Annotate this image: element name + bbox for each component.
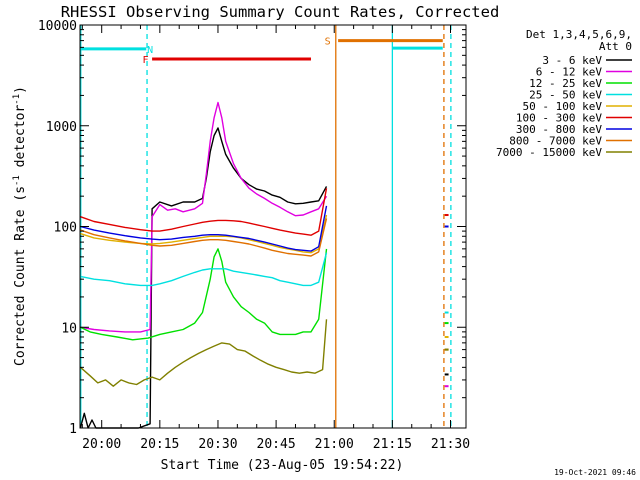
- y-tick-label-3: 1000: [46, 120, 77, 135]
- x-tick-label-5: 21:15: [373, 437, 412, 452]
- series-line-2: [80, 248, 328, 341]
- series-line-5: [80, 188, 328, 236]
- legend-label-2: 12 - 25 keV: [529, 77, 602, 90]
- y-axis-label-mid: detector: [13, 105, 28, 176]
- mode-vertical-lines: [80, 25, 452, 428]
- series-line-7: [80, 218, 328, 257]
- series-lines: [79, 101, 449, 429]
- legend-label-3: 25 - 50 keV: [529, 89, 602, 102]
- flag-label-n: N: [147, 45, 153, 56]
- y-axis-label-end: ): [13, 86, 28, 94]
- y-tick-label-2: 100: [54, 221, 77, 236]
- y-axis-label-sup2: -1: [12, 94, 22, 105]
- axes: 20:00 20:15 20:30 20:45 21:00 21:15 21:30 1 10 10…: [38, 19, 470, 452]
- y-axis-label-main: Corrected Count Rate (s: [13, 186, 28, 366]
- legend-label-7: 800 - 7000 keV: [509, 135, 602, 148]
- legend-label-6: 300 - 800 keV: [516, 123, 602, 136]
- flag-bars: NF S: [80, 37, 443, 66]
- legend-label-8: 7000 - 15000 keV: [496, 146, 602, 159]
- legend-header-1: Det 1,3,4,5,6,9,: [526, 28, 632, 41]
- y-axis-label: Corrected Count Rate (s-1 detector-1): [12, 86, 28, 366]
- y-axis-label-sup: -1: [12, 175, 22, 186]
- legend-label-0: 3 - 6 keV: [542, 54, 602, 67]
- y-tick-label-1: 10: [61, 321, 77, 336]
- y-tick-label-0: 1: [69, 422, 77, 437]
- series-line-6: [80, 205, 328, 252]
- legend-label-4: 50 - 100 keV: [523, 100, 603, 113]
- legend-label-1: 6 - 12 keV: [536, 66, 603, 79]
- x-tick-label-6: 21:30: [431, 437, 470, 452]
- x-tick-label-3: 20:45: [257, 437, 296, 452]
- series-line-1: [80, 101, 328, 333]
- flag-label-s: S: [325, 37, 331, 48]
- x-tick-label-2: 20:30: [198, 437, 237, 452]
- x-axis-label: Start Time (23-Aug-05 19:54:22): [161, 458, 404, 473]
- legend-header-2: Att 0: [599, 40, 632, 53]
- timestamp: 19-Oct-2021 09:46: [554, 468, 636, 477]
- flag-label-f: F: [142, 55, 148, 66]
- series-line-8: [79, 319, 328, 387]
- chart-title: RHESSI Observing Summary Count Rates, Co…: [61, 3, 500, 21]
- legend-label-5: 100 - 300 keV: [516, 112, 602, 125]
- x-tick-label-0: 20:00: [82, 437, 121, 452]
- series-line-3: [80, 252, 328, 287]
- x-tick-label-1: 20:15: [140, 437, 179, 452]
- y-tick-label-4: 10000: [38, 19, 77, 34]
- plot-frame: [79, 24, 467, 429]
- x-tick-label-4: 21:00: [315, 437, 354, 452]
